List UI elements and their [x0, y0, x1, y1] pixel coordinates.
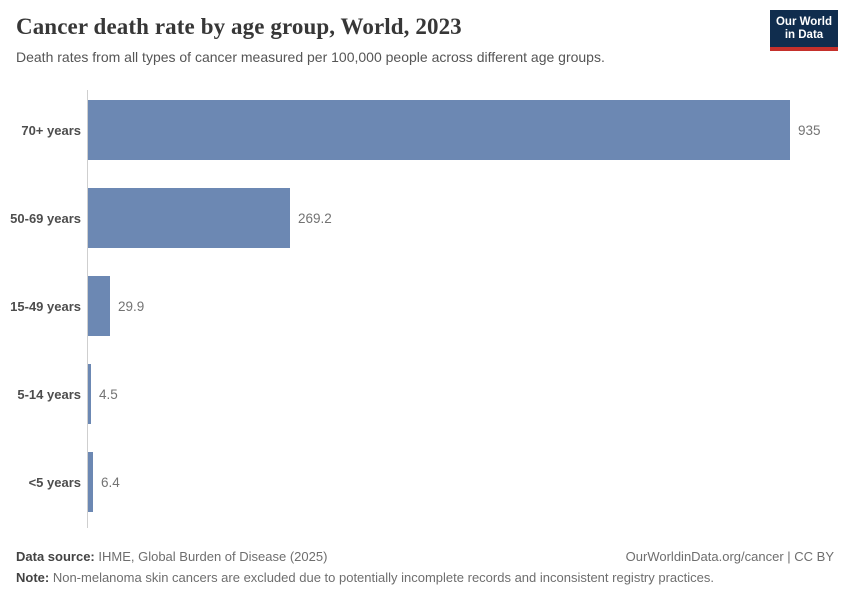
- category-label: 50-69 years: [10, 210, 81, 226]
- category-label: <5 years: [28, 474, 81, 490]
- bar-area: 269.2: [87, 174, 850, 262]
- data-source-line: Data source: IHME, Global Burden of Dise…: [16, 546, 834, 567]
- bar-area: 4.5: [87, 350, 850, 438]
- y-axis-line: [87, 90, 88, 528]
- bar-area: 935: [87, 86, 850, 174]
- data-source-label: Data source:: [16, 549, 95, 564]
- value-label: 29.9: [118, 298, 145, 314]
- chart-row: 50-69 years 269.2: [0, 174, 850, 262]
- owid-logo-line2: in Data: [784, 28, 824, 41]
- bar[interactable]: [88, 100, 790, 160]
- bar-chart: 70+ years 935 50-69 years 269.2 15-49 years 2…: [0, 86, 850, 528]
- note-label: Note:: [16, 570, 50, 585]
- bar[interactable]: [88, 188, 290, 248]
- chart-row: 70+ years 935: [0, 86, 850, 174]
- chart-header: Cancer death rate by age group, World, 2…: [16, 14, 750, 65]
- category-label: 15-49 years: [10, 298, 81, 314]
- value-label: 269.2: [298, 210, 332, 226]
- chart-row: <5 years 6.4: [0, 438, 850, 526]
- bar-area: 6.4: [87, 438, 850, 526]
- bar-area: 29.9: [87, 262, 850, 350]
- chart-title: Cancer death rate by age group, World, 2…: [16, 14, 462, 39]
- chart-subtitle: Death rates from all types of cancer mea…: [16, 49, 605, 65]
- chart-row: 15-49 years 29.9: [0, 262, 850, 350]
- category-label: 5-14 years: [17, 386, 81, 402]
- value-label: 935: [798, 122, 821, 138]
- value-label: 4.5: [99, 386, 118, 402]
- data-source-text: IHME, Global Burden of Disease (2025): [94, 549, 328, 564]
- note-text: Non-melanoma skin cancers are excluded d…: [49, 570, 714, 585]
- bar[interactable]: [88, 276, 110, 336]
- category-label: 70+ years: [21, 122, 81, 138]
- bar[interactable]: [88, 364, 91, 424]
- owid-logo[interactable]: Our World in Data: [770, 10, 838, 51]
- note-line: Note: Non-melanoma skin cancers are excl…: [16, 567, 834, 588]
- owid-logo-line1: Our World: [775, 15, 832, 28]
- bar[interactable]: [88, 452, 93, 512]
- value-label: 6.4: [101, 474, 120, 490]
- chart-footer: Data source: IHME, Global Burden of Dise…: [16, 546, 834, 588]
- chart-row: 5-14 years 4.5: [0, 350, 850, 438]
- owid-citation-link[interactable]: OurWorldinData.org/cancer | CC BY: [625, 549, 834, 564]
- chart-rows: 70+ years 935 50-69 years 269.2 15-49 years 2…: [0, 86, 850, 526]
